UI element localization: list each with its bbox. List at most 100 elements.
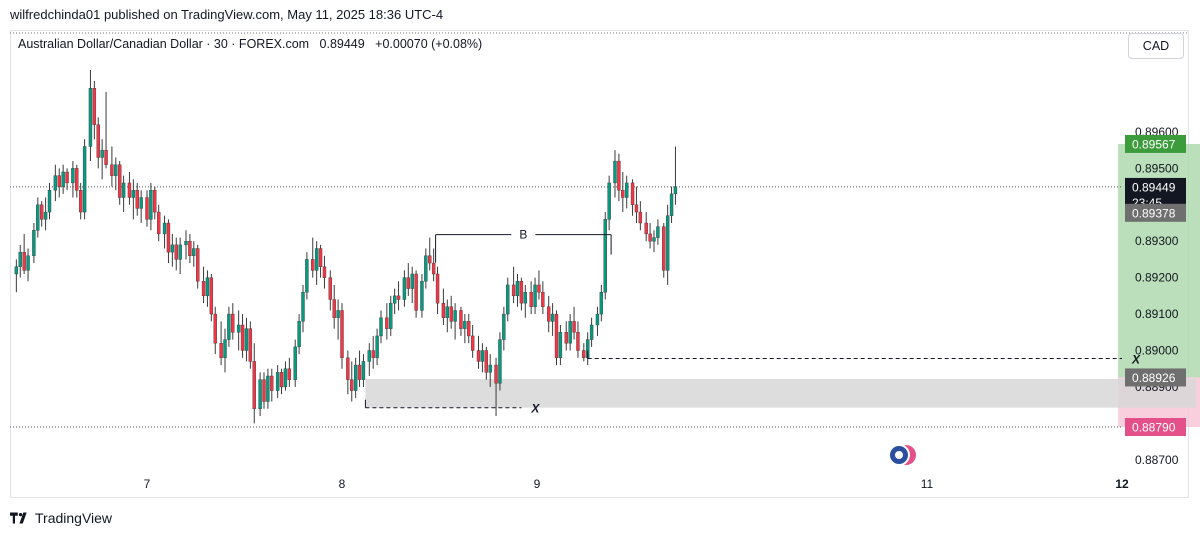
candle-body [248, 328, 253, 362]
x-tick-label: 9 [534, 477, 541, 491]
candle [36, 197, 40, 238]
candle [270, 368, 274, 402]
candle-body [110, 164, 114, 176]
candle-body [188, 241, 192, 256]
candle [361, 354, 366, 387]
candle-body [673, 186, 678, 195]
candle [476, 335, 481, 369]
candle [40, 201, 44, 227]
candle-body [648, 233, 652, 242]
candle [652, 230, 656, 253]
candle [582, 343, 586, 362]
candle [192, 241, 196, 267]
candle-body [494, 364, 498, 384]
candle-body [252, 361, 256, 409]
candle [96, 117, 100, 169]
candle-body [279, 372, 284, 388]
candle-body [135, 190, 139, 209]
candle-body [314, 248, 319, 271]
candle-body [205, 277, 210, 297]
candle-body [453, 310, 457, 322]
candle-body [92, 88, 97, 125]
candle [262, 372, 266, 409]
y-tick-label: 0.89500 [1135, 161, 1179, 175]
candle [634, 186, 639, 223]
price-tag: 0.89378 [1125, 203, 1186, 222]
candle [630, 179, 635, 216]
candle-body [145, 197, 149, 220]
candle [523, 284, 527, 318]
candle [22, 233, 26, 274]
candle-body [131, 190, 136, 198]
candle [459, 306, 463, 336]
price-tag: 0.88790 [1125, 418, 1186, 436]
candle [75, 164, 79, 198]
candle-body [301, 292, 305, 322]
candle [336, 299, 340, 340]
candle-body [22, 251, 26, 271]
price-tag: 0.89567 [1125, 134, 1186, 153]
price-tag: 0.88926 [1125, 368, 1186, 387]
candle-body [385, 317, 389, 329]
candle-body [231, 313, 235, 333]
candle-body [392, 295, 397, 304]
candle [174, 237, 178, 271]
candle [178, 237, 182, 274]
candle-body [178, 244, 182, 260]
candle [114, 157, 118, 191]
candle-body [467, 321, 471, 337]
candle [311, 237, 315, 278]
candle-body [219, 343, 223, 358]
candle [453, 303, 457, 340]
legend-last-price: 0.89449 [313, 37, 365, 51]
candle [494, 357, 498, 417]
legend-last-value: 0.89449 [319, 37, 365, 51]
candle [318, 244, 323, 278]
candle [357, 350, 362, 387]
candle [252, 343, 256, 424]
price-tag-box [1125, 368, 1186, 387]
candle-body [488, 364, 492, 373]
candle-body [389, 302, 393, 329]
candle [305, 252, 309, 300]
candle [104, 91, 108, 169]
candle-body [75, 168, 79, 191]
candle [375, 328, 379, 366]
currency-button[interactable]: CAD [1128, 33, 1184, 59]
candle [385, 303, 389, 340]
candle-body [26, 255, 30, 271]
candle [550, 303, 555, 336]
candle-body [275, 372, 280, 391]
candle-body [420, 281, 424, 311]
candle-body [665, 215, 670, 271]
candle-body [576, 332, 580, 351]
candle [117, 161, 122, 205]
candle-body [114, 164, 118, 176]
candle [258, 372, 262, 417]
candle [188, 233, 192, 264]
candle-body [652, 237, 656, 242]
candle-body [53, 175, 58, 191]
candle-body [463, 321, 467, 329]
candle [266, 368, 270, 409]
candle [353, 357, 358, 398]
candle-body [470, 335, 475, 351]
candle [470, 325, 475, 358]
candle [414, 270, 418, 318]
candle [205, 270, 210, 307]
candle [328, 270, 332, 311]
candle-body [523, 292, 527, 304]
candle-body [572, 321, 576, 333]
candle [603, 212, 607, 300]
candle [568, 314, 572, 351]
candle [607, 175, 611, 231]
annotation-label-b: B [519, 228, 527, 242]
candle-body [170, 244, 175, 253]
candle-body [506, 284, 510, 315]
candle-body [287, 368, 292, 380]
candle [88, 70, 93, 162]
candle-body [100, 149, 104, 158]
candle-body [621, 190, 625, 198]
candle-body [104, 149, 108, 165]
